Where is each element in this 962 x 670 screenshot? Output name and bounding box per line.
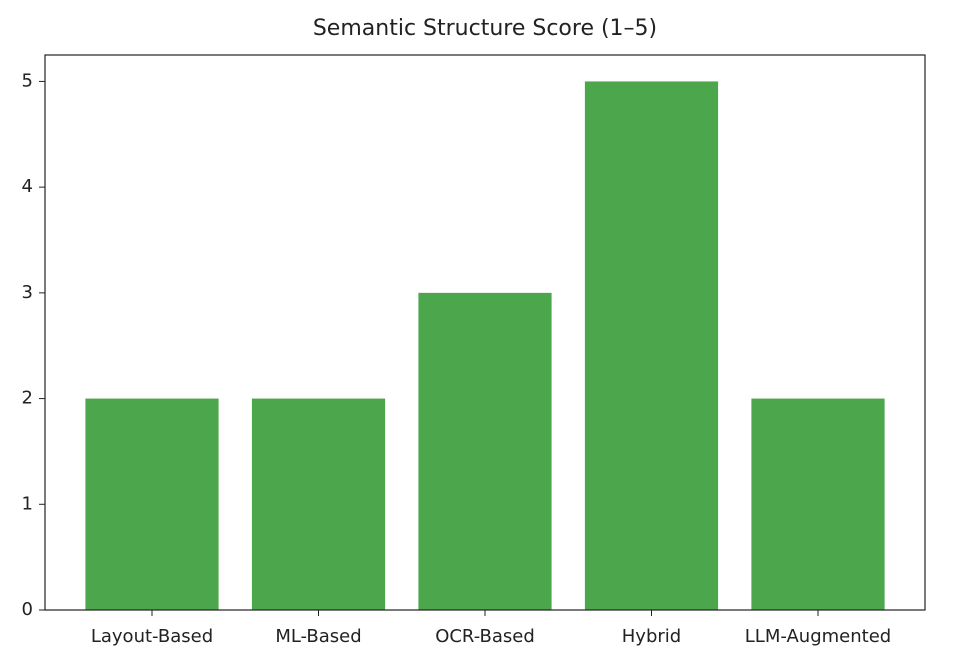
bar [751,398,885,610]
y-tick-label: 3 [22,282,33,303]
x-tick-label: Hybrid [622,626,681,647]
x-tick-label: LLM-Augmented [745,626,891,647]
y-tick-label: 2 [22,388,33,409]
y-tick-label: 1 [22,493,33,514]
bar [251,398,386,610]
x-tick-label: ML-Based [275,626,361,647]
plot-frame [44,54,926,611]
bar [85,398,219,610]
x-tick-label: Layout-Based [91,626,213,647]
y-tick-label: 5 [22,70,33,91]
chart-title: Semantic Structure Score (1–5) [313,16,657,41]
bar [584,81,719,610]
x-tick-label: OCR-Based [435,626,535,647]
bar [418,292,552,610]
y-tick-label: 4 [22,176,33,197]
y-tick-label: 0 [22,599,33,620]
